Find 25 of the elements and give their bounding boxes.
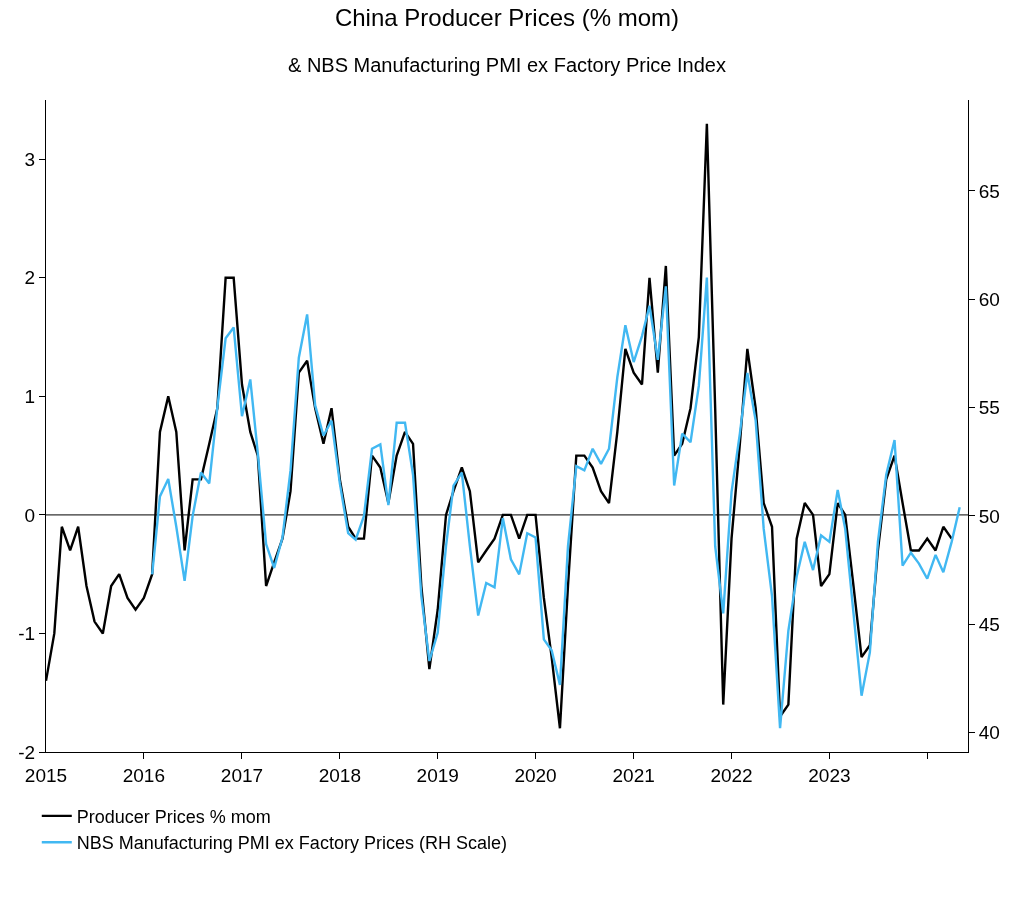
y2-tick-label: 50 <box>978 505 1000 527</box>
x-tick-label: 2019 <box>416 764 459 786</box>
x-tick-label: 2016 <box>122 764 165 786</box>
y2-tick-label: 45 <box>978 613 1000 635</box>
x-tick-label: 2020 <box>514 764 557 786</box>
y2-tick-label: 40 <box>978 722 1000 744</box>
y-tick-label: -2 <box>18 741 36 763</box>
legend-label: Producer Prices % mom <box>76 806 271 827</box>
y-tick-label: 2 <box>24 267 36 289</box>
y-tick-label: -1 <box>18 623 36 645</box>
y-tick-label: 0 <box>24 504 36 526</box>
x-tick-label: 2021 <box>612 764 655 786</box>
x-tick-label: 2022 <box>710 764 753 786</box>
x-tick-label: 2023 <box>808 764 851 786</box>
chart-title: China Producer Prices (% mom) <box>334 3 680 31</box>
y-tick-label: 1 <box>24 386 36 408</box>
x-tick-label: 2015 <box>24 764 68 786</box>
y2-tick-label: 65 <box>978 180 1000 202</box>
y2-tick-label: 60 <box>978 288 1000 310</box>
y2-tick-label: 55 <box>978 397 1000 419</box>
y-tick-label: 3 <box>24 148 36 170</box>
chart-subtitle: & NBS Manufacturing PMI ex Factory Price Index <box>288 54 726 76</box>
x-tick-label: 2018 <box>318 764 361 786</box>
legend-label: NBS Manufacturing PMI ex Factory Prices (RH Scale) <box>76 833 507 854</box>
x-tick-label: 2017 <box>220 764 264 786</box>
